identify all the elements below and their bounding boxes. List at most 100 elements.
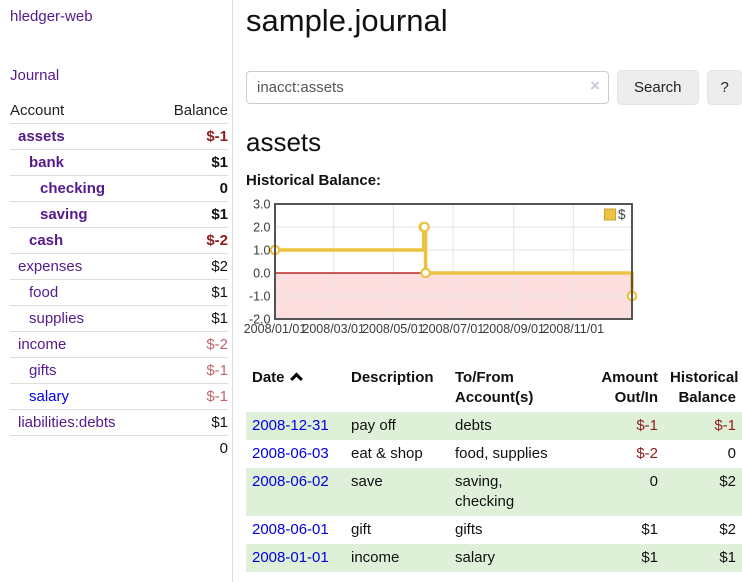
x-axis-tick-label: 2008/01/01 xyxy=(244,322,307,336)
account-row: checking 0 xyxy=(10,175,228,202)
transaction-amount: 0 xyxy=(649,473,658,490)
transaction-description: income xyxy=(351,549,400,566)
x-axis-tick-label: 2008/05/01 xyxy=(362,322,425,336)
account-row: liabilities:debts $1 xyxy=(10,409,228,436)
account-balance: $-1 xyxy=(154,357,228,384)
account-balance: $1 xyxy=(154,149,228,176)
account-link[interactable]: gifts xyxy=(29,362,57,379)
search-input[interactable] xyxy=(246,71,609,104)
account-link[interactable]: income xyxy=(18,336,67,353)
account-row: gifts $-1 xyxy=(10,357,228,384)
account-balance: $2 xyxy=(154,253,228,280)
historical-balance-chart[interactable]: 3.0 2.0 1.0 0.0 -1.0 -2.0 2008/01/01 2008/03/01… xyxy=(244,196,742,338)
account-balance: $-1 xyxy=(154,123,228,150)
transaction-date-link[interactable]: 2008-01-01 xyxy=(252,549,329,566)
transaction-historical-balance: $1 xyxy=(719,549,736,566)
x-axis-tick-label: 2008/11/01 xyxy=(542,322,604,336)
sidebar-item-journal[interactable]: Journal xyxy=(10,67,60,84)
transaction-description: gift xyxy=(351,521,372,538)
register-header-amount: Amount Out/In xyxy=(601,369,658,406)
chart-label: Historical Balance: xyxy=(246,172,382,189)
account-balance: $-2 xyxy=(154,331,228,358)
account-link[interactable]: supplies xyxy=(29,310,85,327)
account-link[interactable]: liabilities:debts xyxy=(18,414,116,431)
account-row: saving $1 xyxy=(10,201,228,228)
sort-ascending-icon xyxy=(289,372,303,386)
transaction-date-link[interactable]: 2008-06-01 xyxy=(252,521,329,538)
transaction-historical-balance: $2 xyxy=(719,521,736,538)
transaction-accounts: debts xyxy=(455,417,492,434)
account-balance: 0 xyxy=(154,175,228,202)
transaction-description: save xyxy=(351,473,383,490)
register-header-description: Description xyxy=(351,369,434,386)
date-header-label: Date xyxy=(252,369,285,386)
register-header-historical: Historical Balance xyxy=(670,369,739,406)
transaction-accounts: gifts xyxy=(455,521,483,538)
page-title: sample.journal xyxy=(246,3,448,38)
transaction-amount: $1 xyxy=(641,549,658,566)
register-row: 2008-06-03 eat & shop food, supplies $-2 0 xyxy=(246,440,742,468)
register-header-date[interactable]: Date xyxy=(246,364,345,412)
accounts-table: Account Balance assets $-1 bank $1 checking 0… xyxy=(10,98,228,461)
legend-swatch-icon xyxy=(604,208,616,221)
y-axis-tick-label: 3.0 xyxy=(253,198,270,212)
account-balance: $1 xyxy=(154,279,228,306)
account-row: supplies $1 xyxy=(10,305,228,332)
plot-border xyxy=(274,203,633,320)
accounts-total-row: 0 xyxy=(10,435,228,461)
register-row: 2008-01-01 income salary $1 $1 xyxy=(246,544,742,572)
accounts-total-spacer xyxy=(10,435,155,461)
account-row: assets $-1 xyxy=(10,123,228,150)
transaction-description: eat & shop xyxy=(351,445,423,462)
account-link[interactable]: checking xyxy=(40,180,106,197)
transaction-amount: $1 xyxy=(641,521,658,538)
transaction-accounts: salary xyxy=(455,549,496,566)
account-link[interactable]: saving xyxy=(40,206,88,223)
account-link[interactable]: expenses xyxy=(18,258,83,275)
app-brand-link[interactable]: hledger-web xyxy=(10,8,93,25)
transaction-accounts: saving, checking xyxy=(455,473,515,510)
account-balance: $-1 xyxy=(154,383,228,410)
clear-search-icon[interactable]: × xyxy=(590,76,600,95)
account-balance: $1 xyxy=(154,409,228,436)
search-form: × Search ? xyxy=(246,70,742,105)
data-point-marker[interactable] xyxy=(419,221,430,233)
account-link[interactable]: food xyxy=(29,284,59,301)
accounts-total-value: 0 xyxy=(154,435,228,461)
transaction-historical-balance: $2 xyxy=(719,473,736,490)
transaction-date-link[interactable]: 2008-06-02 xyxy=(252,473,329,490)
account-link[interactable]: bank xyxy=(29,154,65,171)
help-button[interactable]: ? xyxy=(706,70,742,105)
register-row: 2008-06-02 save saving, checking 0 $2 xyxy=(246,468,742,516)
main-content: sample.journal × Search ? assets Histori… xyxy=(233,0,742,582)
account-row: expenses $2 xyxy=(10,253,228,280)
accounts-header-balance: Balance xyxy=(154,98,228,124)
y-axis-tick-label: -1.0 xyxy=(249,290,271,304)
account-row: salary $-1 xyxy=(10,383,228,410)
account-link[interactable]: cash xyxy=(29,232,64,249)
accounts-table-body: assets $-1 bank $1 checking 0 saving $1 cash $-2 e… xyxy=(10,123,228,436)
transaction-accounts: food, supplies xyxy=(455,445,548,462)
sidebar: hledger-web Journal Account Balance asse… xyxy=(0,0,233,582)
account-link[interactable]: salary xyxy=(29,388,70,405)
search-button[interactable]: Search xyxy=(617,70,699,105)
account-balance: $1 xyxy=(154,305,228,332)
transaction-date-link[interactable]: 2008-06-03 xyxy=(252,445,329,462)
account-row: bank $1 xyxy=(10,149,228,176)
transaction-date-link[interactable]: 2008-12-31 xyxy=(252,417,329,434)
y-axis-tick-label: 0.0 xyxy=(253,267,270,281)
data-point-marker[interactable] xyxy=(420,267,431,279)
transaction-historical-balance: $-1 xyxy=(714,417,736,434)
account-link[interactable]: assets xyxy=(18,128,65,145)
account-balance: $1 xyxy=(154,201,228,228)
y-axis-tick-label: 1.0 xyxy=(253,244,270,258)
account-balance: $-2 xyxy=(154,227,228,254)
transaction-historical-balance: 0 xyxy=(727,445,736,462)
transaction-amount: $-1 xyxy=(636,417,658,434)
y-axis-tick-label: -2.0 xyxy=(249,313,271,327)
y-axis-tick-label: 2.0 xyxy=(253,221,270,235)
legend-label: $ xyxy=(618,207,626,222)
register-row: 2008-06-01 gift gifts $1 $2 xyxy=(246,516,742,544)
register-header-tofrom: To/From Account(s) xyxy=(455,369,534,406)
transaction-amount: $-2 xyxy=(636,445,658,462)
